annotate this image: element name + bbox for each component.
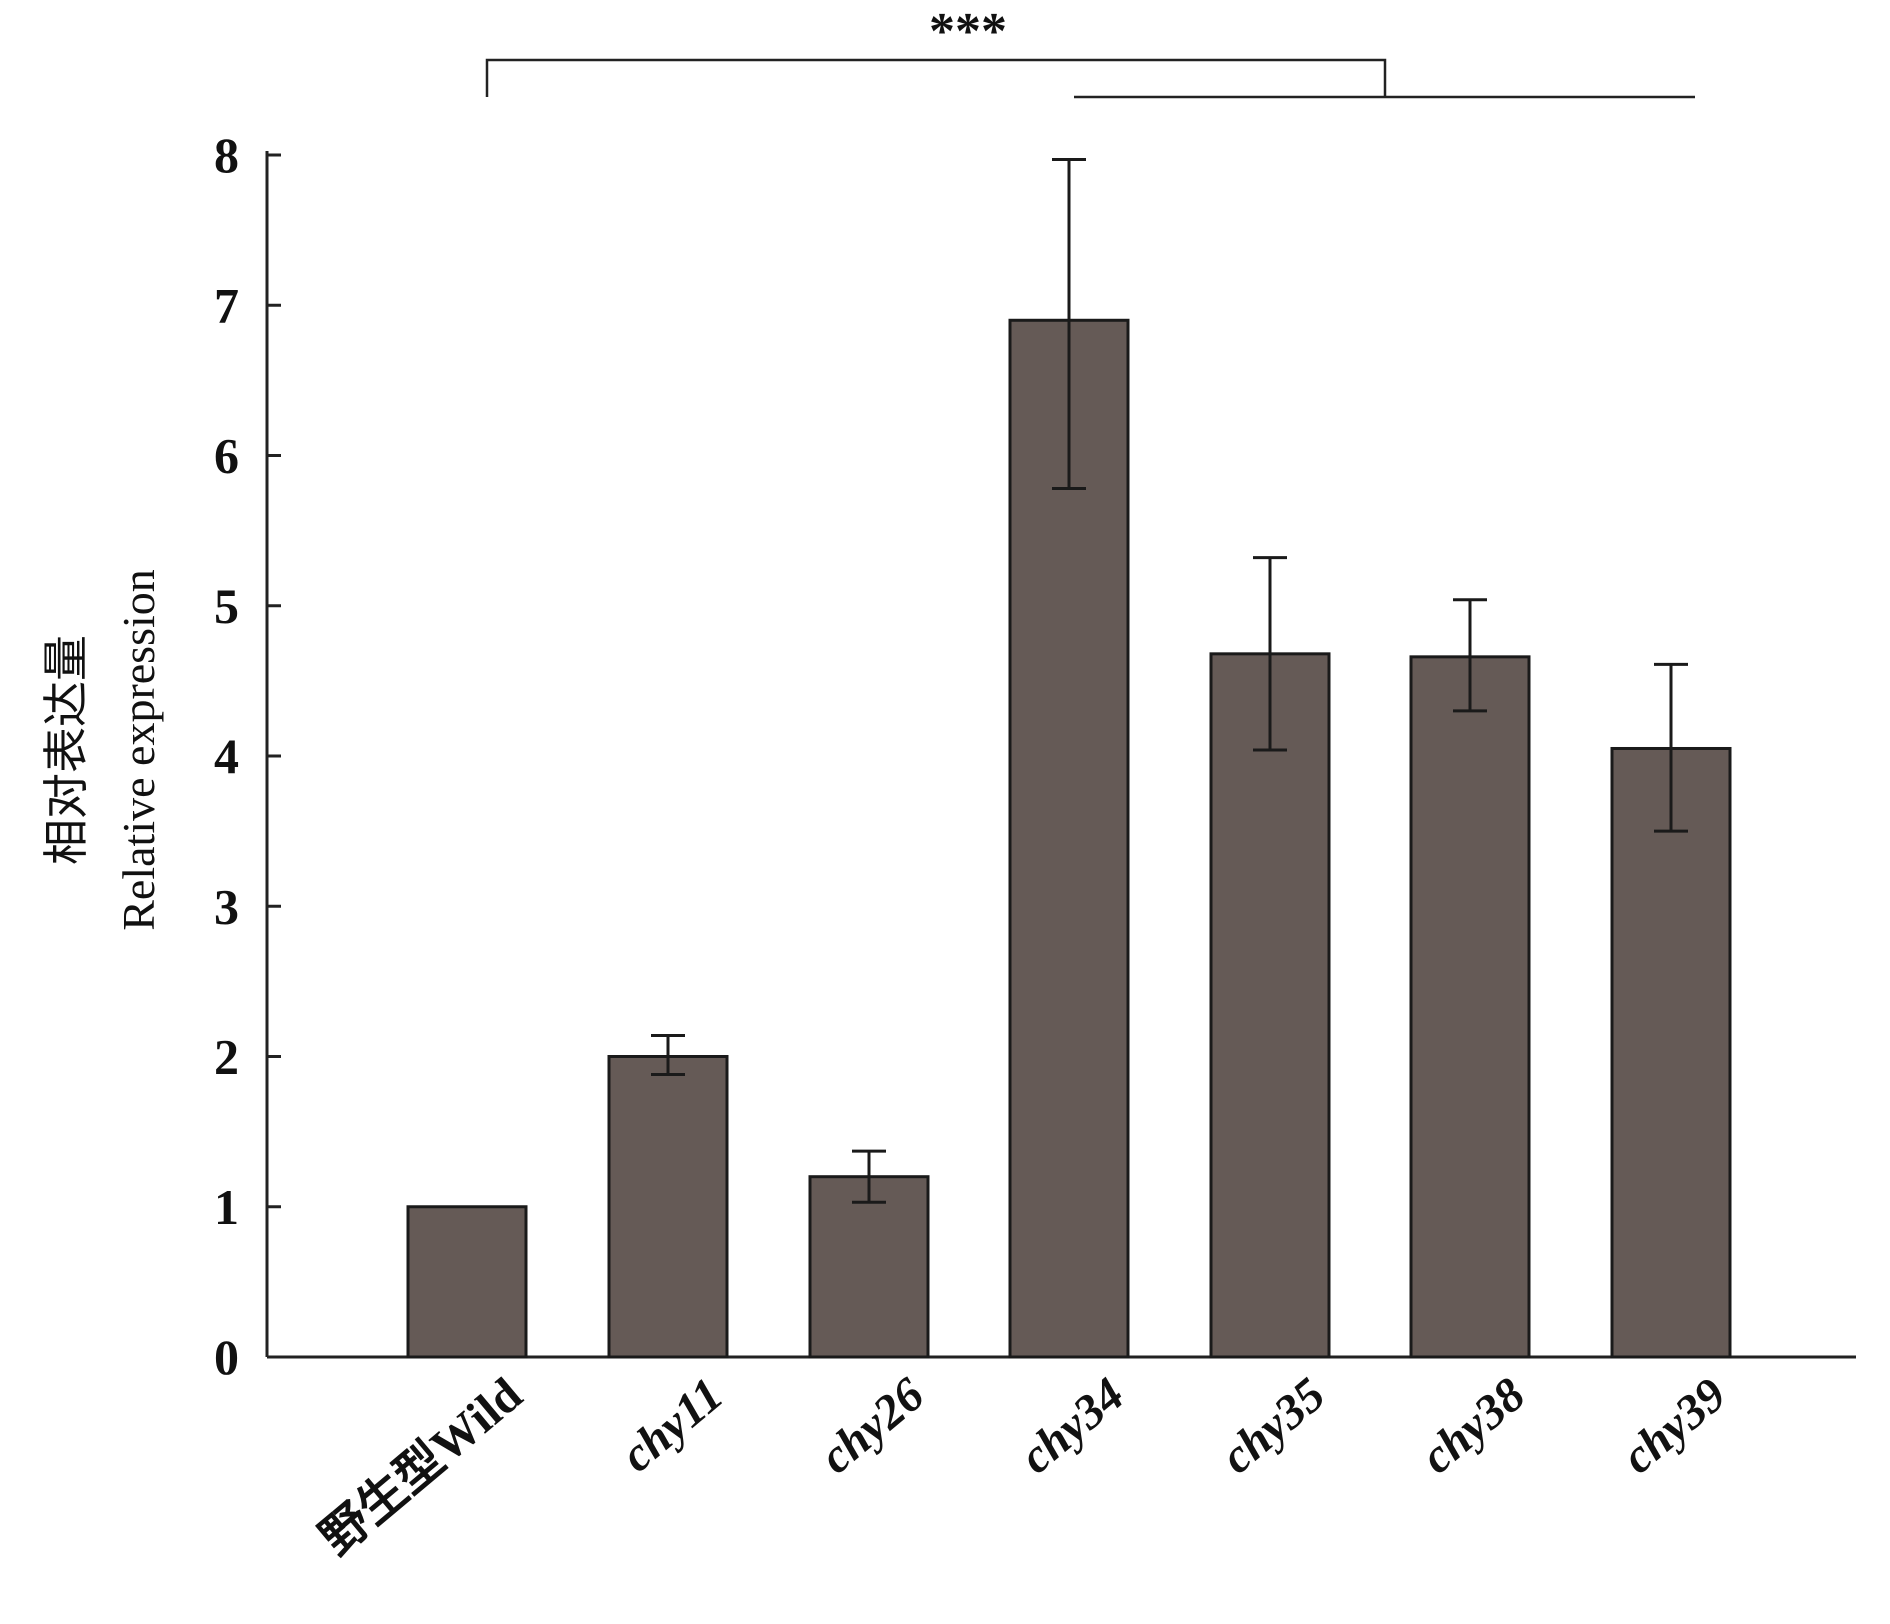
x-tick-label: 野生型Wild — [311, 1368, 533, 1566]
y-axis-title-en: Relative expression — [113, 569, 164, 931]
y-tick-label: 1 — [214, 1179, 239, 1235]
bar — [406, 1205, 528, 1359]
bars — [406, 318, 1732, 1359]
error-bars — [651, 158, 1688, 1204]
bar — [1409, 655, 1531, 1359]
y-tick-label: 6 — [214, 428, 239, 484]
x-tick-label: chy11 — [611, 1368, 733, 1482]
y-tick-label: 4 — [214, 728, 239, 784]
y-tick-label: 0 — [214, 1329, 239, 1385]
significance-label: *** — [929, 3, 1007, 60]
bar — [1610, 746, 1732, 1359]
y-axis-title-cn: 相对表达量 — [41, 635, 92, 865]
x-tick-label: chy35 — [1211, 1368, 1335, 1484]
x-tick-label: chy38 — [1411, 1368, 1535, 1484]
x-tick-labels: 野生型Wild chy11 chy26 chy34 chy35 chy38 chy39 — [311, 1368, 1736, 1566]
y-tick-label: 5 — [214, 578, 239, 634]
bar — [607, 1055, 729, 1359]
significance-bracket: *** — [485, 3, 1695, 99]
y-tick-label: 7 — [214, 277, 239, 333]
x-tick-label: chy26 — [810, 1368, 934, 1484]
y-tick-label: 2 — [214, 1029, 239, 1085]
axes: 0 1 2 3 4 5 6 7 8 — [214, 127, 1856, 1385]
bar — [808, 1175, 930, 1359]
bar — [1209, 652, 1331, 1359]
y-tick-label: 3 — [214, 878, 239, 934]
y-tick-label: 8 — [214, 127, 239, 183]
bracket-line — [485, 58, 1387, 97]
x-tick-label: chy34 — [1010, 1368, 1134, 1484]
bar — [1008, 318, 1130, 1359]
x-tick-label: chy39 — [1612, 1368, 1736, 1484]
y-axis-title: 相对表达量 Relative expression — [41, 569, 164, 931]
